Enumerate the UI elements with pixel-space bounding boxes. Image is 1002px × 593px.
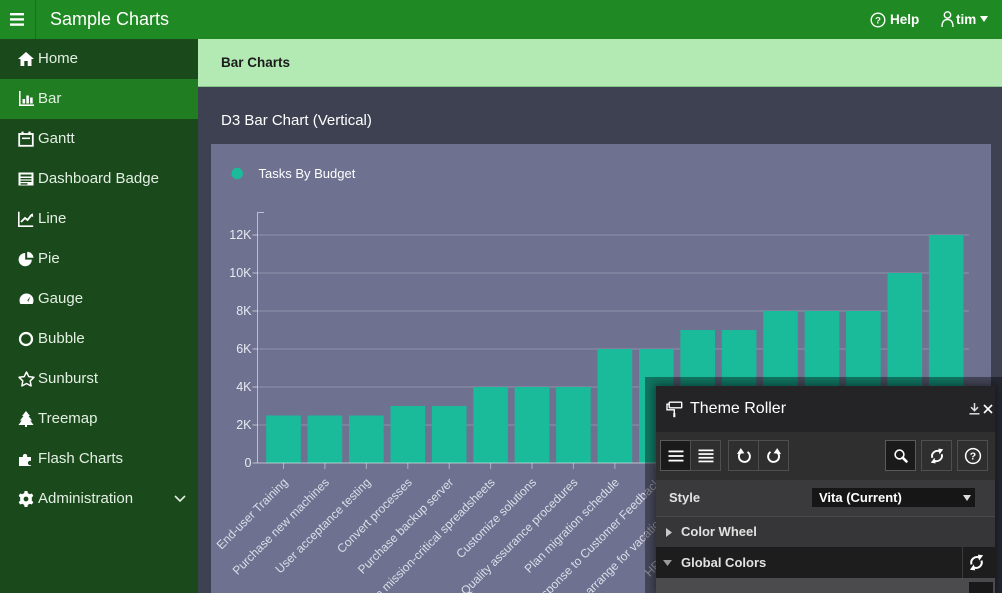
svg-text:8K: 8K (236, 304, 252, 318)
svg-text:Convert processes: Convert processes (334, 475, 415, 556)
svg-text:0: 0 (245, 456, 252, 470)
svg-text:6K: 6K (236, 342, 252, 356)
svg-text:Tasks By Budget: Tasks By Budget (259, 166, 356, 181)
svg-text:End-user Training: End-user Training (214, 475, 291, 552)
svg-text:12K: 12K (229, 228, 252, 242)
svg-text:?: ? (969, 450, 975, 462)
svg-text:2K: 2K (236, 418, 252, 432)
svg-text:10K: 10K (229, 266, 252, 280)
svg-text:4K: 4K (236, 380, 252, 394)
svg-text:?: ? (875, 15, 881, 26)
svg-text:Customize solutions: Customize solutions (453, 475, 539, 561)
